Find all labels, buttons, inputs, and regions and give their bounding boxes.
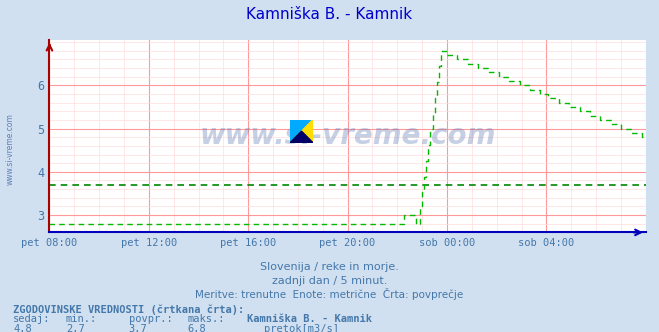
Text: 4,8: 4,8 [13, 324, 32, 332]
Text: pet 20:00: pet 20:00 [320, 238, 376, 248]
Text: min.:: min.: [66, 314, 97, 324]
Polygon shape [290, 120, 313, 143]
Text: 3,7: 3,7 [129, 324, 147, 332]
Text: www.si-vreme.com: www.si-vreme.com [5, 114, 14, 185]
Text: 6,8: 6,8 [188, 324, 206, 332]
Text: pet 12:00: pet 12:00 [121, 238, 177, 248]
Polygon shape [290, 120, 313, 143]
Text: sedaj:: sedaj: [13, 314, 51, 324]
Text: sob 04:00: sob 04:00 [518, 238, 575, 248]
Text: Slovenija / reke in morje.: Slovenija / reke in morje. [260, 262, 399, 272]
Text: ZGODOVINSKE VREDNOSTI (črtkana črta):: ZGODOVINSKE VREDNOSTI (črtkana črta): [13, 304, 244, 315]
Text: pet 08:00: pet 08:00 [21, 238, 78, 248]
Text: www.si-vreme.com: www.si-vreme.com [200, 122, 496, 150]
Text: Meritve: trenutne  Enote: metrične  Črta: povprečje: Meritve: trenutne Enote: metrične Črta: … [195, 288, 464, 300]
Text: 2,7: 2,7 [66, 324, 84, 332]
Text: zadnji dan / 5 minut.: zadnji dan / 5 minut. [272, 276, 387, 286]
Text: pretok[m3/s]: pretok[m3/s] [264, 324, 339, 332]
Polygon shape [290, 131, 313, 143]
Text: povpr.:: povpr.: [129, 314, 172, 324]
Text: Kamniška B. - Kamnik: Kamniška B. - Kamnik [246, 7, 413, 23]
Text: sob 00:00: sob 00:00 [419, 238, 475, 248]
Text: pet 16:00: pet 16:00 [220, 238, 276, 248]
Text: Kamniška B. - Kamnik: Kamniška B. - Kamnik [247, 314, 372, 324]
Text: maks.:: maks.: [188, 314, 225, 324]
